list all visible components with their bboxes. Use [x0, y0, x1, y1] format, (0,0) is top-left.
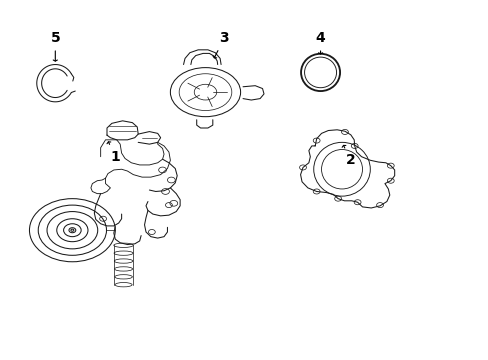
Text: 4: 4 — [315, 31, 325, 54]
Text: 1: 1 — [107, 142, 120, 164]
Text: 3: 3 — [212, 31, 228, 58]
Text: 5: 5 — [50, 31, 60, 61]
Text: 2: 2 — [342, 145, 355, 167]
